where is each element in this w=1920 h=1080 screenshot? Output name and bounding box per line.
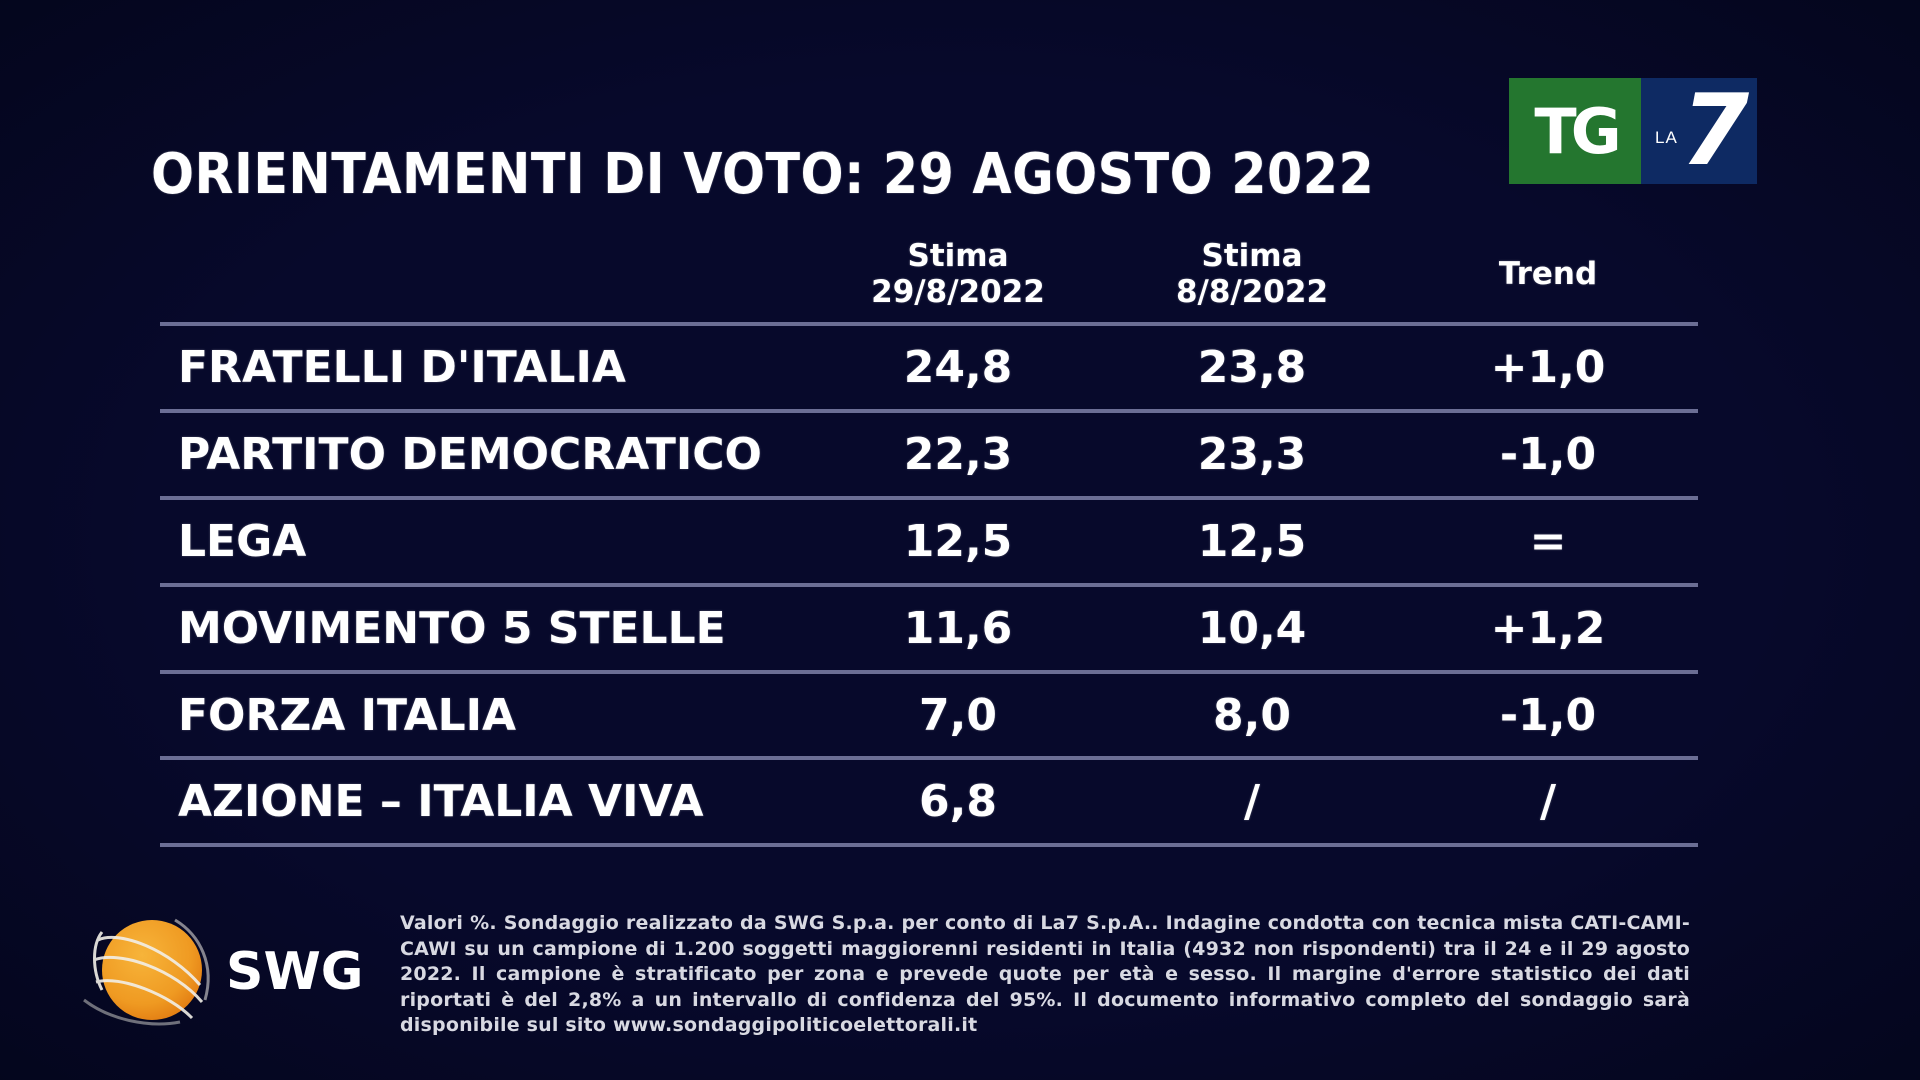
- current-estimate: 24,8: [903, 342, 1013, 393]
- column-header-line2: 8/8/2022: [1175, 274, 1329, 310]
- table-divider: [160, 843, 1698, 847]
- current-estimate: 22,3: [903, 429, 1013, 480]
- table-divider: [160, 322, 1698, 326]
- table-row: PARTITO DEMOCRATICO 22,3 23,3 -1,0: [160, 413, 1698, 496]
- trend-value: =: [1529, 516, 1567, 567]
- table-row: FRATELLI D'ITALIA 24,8 23,8 +1,0: [160, 326, 1698, 409]
- trend-value: -1,0: [1499, 690, 1597, 741]
- trend-value: +1,2: [1490, 603, 1606, 654]
- table-row: FORZA ITALIA 7,0 8,0 -1,0: [160, 674, 1698, 757]
- previous-estimate: 23,8: [1197, 342, 1307, 393]
- globe-icon: [83, 918, 210, 1026]
- table-row: MOVIMENTO 5 STELLE 11,6 10,4 +1,2: [160, 587, 1698, 670]
- la-label: LA: [1655, 128, 1678, 147]
- column-header-line1: Trend: [1498, 256, 1598, 292]
- party-name: MOVIMENTO 5 STELLE: [178, 603, 726, 654]
- tgla7-logo: TG LA 7: [1509, 74, 1757, 188]
- party-name: LEGA: [178, 516, 307, 567]
- column-header-current: Stima 29/8/2022: [828, 238, 1088, 310]
- trend-value: /: [1539, 776, 1557, 827]
- table-divider: [160, 496, 1698, 500]
- trend-value: +1,0: [1490, 342, 1606, 393]
- table-divider: [160, 583, 1698, 587]
- previous-estimate: 10,4: [1197, 603, 1307, 654]
- tg-logo-block: TG: [1509, 78, 1641, 184]
- party-name: FRATELLI D'ITALIA: [178, 342, 626, 393]
- column-header-line2: 29/8/2022: [871, 274, 1045, 310]
- table-divider: [160, 756, 1698, 760]
- column-header-line1: Stima: [907, 238, 1009, 274]
- party-name: AZIONE – ITALIA VIVA: [178, 776, 704, 827]
- current-estimate: 11,6: [903, 603, 1013, 654]
- page-title: ORIENTAMENTI DI VOTO: 29 AGOSTO 2022: [151, 142, 1375, 207]
- previous-estimate: /: [1243, 776, 1261, 827]
- current-estimate: 7,0: [919, 690, 997, 741]
- swg-wordmark: SWG: [226, 942, 364, 1002]
- column-header-line1: Stima: [1201, 238, 1303, 274]
- table-row: LEGA 12,5 12,5 =: [160, 500, 1698, 583]
- la7-logo-block: LA 7: [1641, 74, 1757, 188]
- current-estimate: 12,5: [903, 516, 1013, 567]
- party-name: PARTITO DEMOCRATICO: [178, 429, 762, 480]
- previous-estimate: 8,0: [1213, 690, 1291, 741]
- table-divider: [160, 670, 1698, 674]
- trend-value: -1,0: [1499, 429, 1597, 480]
- party-name: FORZA ITALIA: [178, 690, 517, 741]
- previous-estimate: 12,5: [1197, 516, 1307, 567]
- seven-label: 7: [1681, 74, 1750, 188]
- current-estimate: 6,8: [919, 776, 997, 827]
- previous-estimate: 23,3: [1197, 429, 1307, 480]
- swg-logo: [80, 910, 380, 1035]
- table-divider: [160, 409, 1698, 413]
- methodology-note: Valori %. Sondaggio realizzato da SWG S.…: [400, 912, 1690, 1037]
- table-row: AZIONE – ITALIA VIVA 6,8 / /: [160, 760, 1698, 843]
- column-header-previous: Stima 8/8/2022: [1122, 238, 1382, 310]
- column-header-trend: Trend: [1418, 256, 1678, 292]
